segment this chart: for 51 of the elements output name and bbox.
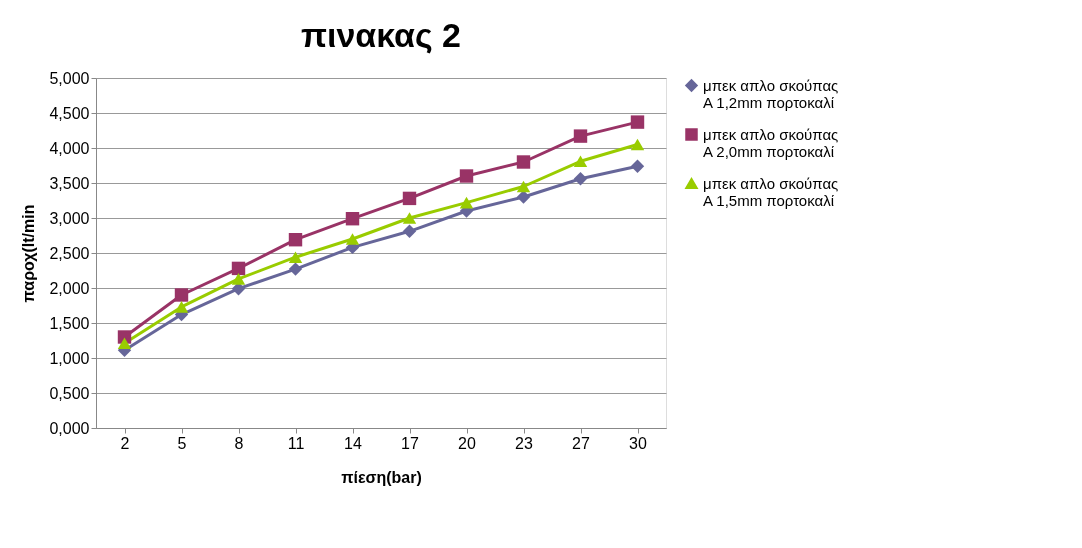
y-tick-label: 0,000 [49,419,90,437]
point [573,172,588,186]
y-axis-title: παροχ(lt/min [20,204,38,303]
x-tick-label: 11 [287,434,305,452]
x-tick-label: 30 [629,434,647,452]
point [402,224,417,239]
x-tick-label: 27 [572,434,590,452]
legend-label: μπεκ απλο σκούπας Α 1,5mm πορτοκαλί [703,174,839,209]
x-tick-label: 20 [458,434,476,452]
x-tick-label: 23 [515,434,533,452]
point [288,251,303,264]
y-tick-label: 4,000 [49,139,90,157]
y-tick-label: 2,000 [49,279,90,297]
point [231,273,246,285]
y-tick-label: 2,500 [49,244,90,262]
point [288,232,303,247]
chart-title: πινακας 2 [300,16,462,54]
x-tick-label: 5 [177,434,187,452]
x-tick-label: 8 [234,434,244,452]
point [516,155,531,169]
point [174,288,189,302]
x-axis-title: πίεση(bar) [341,468,422,486]
point [630,115,645,129]
y-tick-label: 5,000 [49,69,90,87]
point [174,301,189,313]
x-tick-label: 2 [120,434,130,452]
legend-label: μπεκ απλο σκούπας Α 2,0mm πορτοκαλί [703,125,839,160]
point [573,129,588,143]
point [288,262,303,276]
x-tick-label: 14 [344,434,362,452]
point [630,138,645,151]
point [516,190,531,204]
point [459,169,474,183]
point [117,337,132,350]
y-tick-label: 1,500 [49,314,90,332]
point [231,261,246,276]
y-tick-label: 3,000 [49,209,90,227]
point [402,212,417,224]
point [345,211,360,226]
legend-label: μπεκ απλο σκούπας Α 1,2mm πορτοκαλί [703,76,839,111]
x-tick-label: 17 [401,434,419,452]
point [573,155,588,168]
point [630,159,645,173]
y-tick-label: 1,000 [49,349,90,367]
point [402,191,417,206]
y-tick-label: 0,500 [49,384,90,402]
point [459,196,474,209]
point [516,180,531,193]
y-tick-label: 3,500 [49,174,90,192]
point [345,233,360,245]
y-tick-label: 4,500 [49,104,90,122]
